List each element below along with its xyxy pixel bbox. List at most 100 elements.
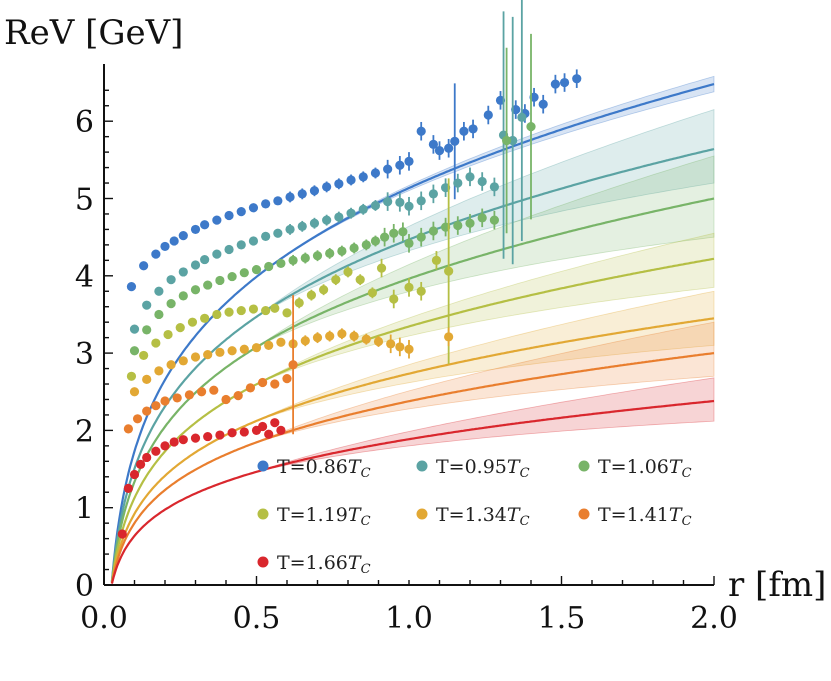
band-3 bbox=[256, 232, 715, 385]
data-point bbox=[370, 168, 381, 178]
fit-curve-6 bbox=[110, 399, 715, 584]
data-point bbox=[346, 208, 356, 218]
data-points bbox=[117, 0, 582, 539]
data-point bbox=[389, 294, 399, 304]
data-point bbox=[334, 179, 344, 189]
fit-curve-1 bbox=[110, 147, 715, 582]
data-point bbox=[239, 344, 249, 354]
data-point bbox=[312, 251, 323, 261]
legend-label: T=1.66TC bbox=[277, 552, 371, 577]
y-axis-title: ReV [GeV] bbox=[4, 13, 183, 53]
data-point bbox=[428, 189, 438, 199]
data-point bbox=[428, 226, 438, 236]
data-point bbox=[142, 406, 152, 416]
data-point bbox=[404, 282, 414, 292]
data-point bbox=[282, 308, 292, 318]
data-point bbox=[200, 254, 210, 265]
data-point bbox=[258, 421, 268, 432]
data-point bbox=[288, 255, 298, 265]
data-point bbox=[285, 192, 295, 202]
data-point bbox=[239, 427, 249, 437]
x-tick-label: 0.0 bbox=[80, 601, 128, 636]
data-point bbox=[178, 267, 188, 277]
data-point bbox=[264, 340, 274, 350]
legend-label: T=1.19TC bbox=[277, 504, 371, 529]
data-point bbox=[224, 244, 234, 255]
data-point bbox=[416, 126, 426, 136]
legend-label: T=1.34TC bbox=[436, 504, 530, 529]
data-point bbox=[178, 291, 188, 301]
data-point bbox=[151, 338, 161, 348]
data-point bbox=[273, 196, 283, 206]
data-point bbox=[309, 186, 320, 196]
data-point bbox=[380, 232, 390, 242]
data-point bbox=[468, 124, 478, 134]
band-6 bbox=[256, 377, 715, 473]
data-point bbox=[233, 391, 243, 401]
data-point bbox=[270, 418, 280, 428]
data-point bbox=[550, 79, 561, 89]
data-point bbox=[431, 255, 442, 265]
data-point bbox=[404, 156, 414, 166]
data-point bbox=[227, 346, 237, 356]
data-point bbox=[190, 433, 201, 443]
data-point bbox=[227, 428, 237, 438]
data-point bbox=[248, 304, 259, 314]
x-tick-label: 1.0 bbox=[385, 601, 433, 636]
data-point bbox=[370, 236, 381, 246]
data-point bbox=[434, 145, 445, 156]
data-point bbox=[477, 176, 487, 187]
tick-labels: 0.0 0.5 1.0 1.5 2.0 0 1 2 3 4 5 6 bbox=[75, 105, 738, 636]
axes bbox=[103, 64, 715, 586]
data-point bbox=[502, 135, 512, 146]
data-point bbox=[453, 220, 463, 231]
data-point bbox=[251, 265, 262, 275]
data-point bbox=[142, 300, 152, 310]
data-point bbox=[261, 199, 271, 209]
data-point bbox=[142, 374, 152, 384]
data-point bbox=[483, 110, 493, 120]
data-point bbox=[190, 285, 201, 295]
data-point bbox=[251, 343, 262, 353]
data-point bbox=[444, 332, 454, 342]
data-point bbox=[297, 221, 307, 231]
data-point bbox=[212, 249, 222, 259]
data-point bbox=[270, 303, 280, 313]
data-point bbox=[221, 394, 231, 405]
data-point bbox=[300, 253, 310, 263]
data-point bbox=[300, 336, 310, 346]
data-point bbox=[517, 112, 527, 122]
data-point bbox=[358, 172, 368, 182]
data-point bbox=[203, 431, 213, 442]
y-tick-label: 6 bbox=[75, 105, 94, 140]
data-point bbox=[459, 126, 469, 136]
y-tick-label: 5 bbox=[75, 183, 94, 218]
data-point bbox=[416, 286, 426, 296]
data-point bbox=[358, 204, 368, 214]
data-point bbox=[395, 160, 405, 170]
data-point bbox=[245, 383, 255, 393]
data-point bbox=[126, 282, 137, 292]
data-point bbox=[203, 280, 213, 290]
data-point bbox=[370, 200, 381, 211]
fit-curve-4 bbox=[110, 317, 715, 584]
legend-marker bbox=[257, 556, 269, 568]
data-point bbox=[389, 228, 399, 238]
data-point bbox=[559, 77, 570, 88]
data-point bbox=[337, 246, 347, 256]
legend-marker bbox=[416, 508, 428, 520]
data-point bbox=[477, 213, 487, 223]
data-point bbox=[294, 298, 304, 308]
data-point bbox=[123, 483, 133, 493]
band-5 bbox=[256, 321, 715, 443]
data-point bbox=[322, 215, 332, 225]
fit-curves bbox=[110, 83, 715, 584]
data-point bbox=[376, 263, 387, 273]
data-point bbox=[367, 288, 377, 298]
data-point bbox=[306, 290, 316, 300]
legend-marker bbox=[578, 460, 590, 472]
data-point bbox=[264, 261, 274, 272]
data-point bbox=[212, 309, 222, 320]
legend-marker bbox=[257, 508, 269, 520]
y-tick-label: 2 bbox=[75, 414, 94, 449]
